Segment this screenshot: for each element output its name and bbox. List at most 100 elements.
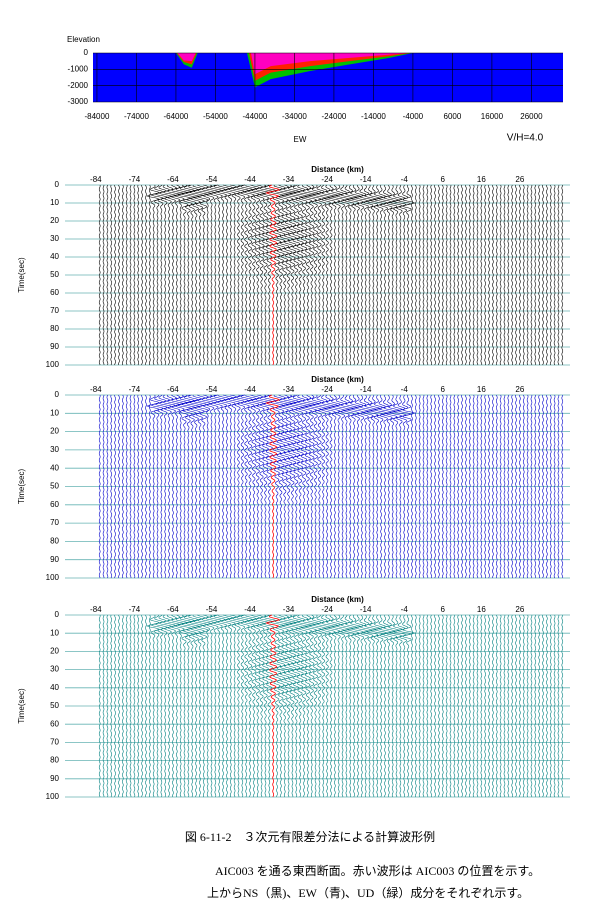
waveform bbox=[262, 184, 277, 366]
waveform bbox=[176, 394, 192, 579]
waveform bbox=[146, 394, 160, 579]
x-tick-label: -34 bbox=[283, 385, 295, 394]
waveform bbox=[316, 184, 331, 366]
layer-area bbox=[176, 53, 411, 81]
waveform bbox=[503, 614, 506, 798]
x-axis-title: EW bbox=[294, 135, 307, 144]
waveform bbox=[542, 184, 544, 366]
waveform bbox=[133, 614, 136, 798]
waveform bbox=[209, 614, 223, 798]
waveform bbox=[335, 614, 350, 798]
x-tick-label: -84 bbox=[90, 605, 102, 614]
waveform bbox=[146, 614, 160, 798]
caption-line: AIC003 を通る東西断面。赤い波形は AIC003 の位置を示す。 bbox=[215, 863, 540, 878]
waveform bbox=[542, 394, 544, 579]
waveform bbox=[102, 394, 105, 579]
waveform bbox=[383, 394, 396, 579]
waveform bbox=[378, 184, 393, 366]
waveform bbox=[484, 184, 486, 366]
x-tick-label: -84 bbox=[90, 175, 102, 184]
waveform bbox=[308, 614, 322, 798]
waveform bbox=[118, 614, 120, 798]
chart-title: Distance (km) bbox=[311, 375, 364, 384]
y-tick-label: 70 bbox=[50, 518, 59, 527]
x-tick-label: 16 bbox=[477, 605, 486, 614]
waveform bbox=[281, 614, 296, 798]
waveform bbox=[141, 394, 143, 579]
waveform bbox=[411, 184, 413, 366]
waveform bbox=[301, 394, 315, 579]
waveform bbox=[530, 184, 533, 366]
waveform bbox=[292, 394, 307, 579]
waveform bbox=[453, 614, 456, 798]
waveform bbox=[209, 394, 223, 579]
waveform bbox=[259, 184, 272, 366]
waveform bbox=[110, 614, 113, 798]
waveform bbox=[246, 184, 261, 366]
y-tick-label: 50 bbox=[50, 270, 59, 279]
waveform bbox=[158, 614, 172, 798]
waveform bbox=[297, 614, 311, 798]
waveform bbox=[530, 394, 533, 579]
x-tick-label: -54 bbox=[206, 175, 218, 184]
waveform bbox=[445, 184, 448, 366]
y-axis-title: Elevation bbox=[67, 35, 100, 44]
y-tick-label: 10 bbox=[50, 198, 59, 207]
x-tick-label: -84000 bbox=[84, 112, 109, 121]
waveform bbox=[519, 184, 521, 366]
waveform bbox=[265, 614, 281, 798]
y-tick-label: 100 bbox=[46, 573, 60, 582]
y-tick-label: 100 bbox=[46, 360, 60, 369]
y-tick-label: 40 bbox=[50, 463, 59, 472]
waveform bbox=[250, 614, 264, 798]
waveform bbox=[325, 184, 338, 366]
waveform bbox=[250, 394, 264, 579]
x-tick-label: -24 bbox=[321, 175, 333, 184]
x-tick-label: -24 bbox=[321, 385, 333, 394]
waveform bbox=[102, 614, 105, 798]
waveform bbox=[389, 184, 403, 366]
waveform bbox=[366, 394, 380, 579]
waveform bbox=[154, 614, 168, 798]
waveform bbox=[209, 184, 222, 366]
waveform bbox=[141, 184, 143, 366]
waveform bbox=[231, 614, 245, 797]
waveform bbox=[196, 184, 211, 366]
waveform bbox=[465, 394, 467, 579]
waveform bbox=[273, 394, 288, 579]
waveform bbox=[281, 394, 296, 579]
waveform bbox=[176, 614, 192, 798]
waveform bbox=[522, 614, 525, 798]
waveform bbox=[188, 394, 203, 579]
waveform bbox=[243, 184, 257, 366]
waveform bbox=[382, 184, 397, 366]
waveform bbox=[534, 394, 537, 579]
y-tick-label: 30 bbox=[50, 445, 59, 454]
waveform bbox=[561, 614, 564, 798]
y-tick-label: 90 bbox=[50, 342, 59, 351]
waveform bbox=[259, 614, 273, 798]
waveform bbox=[106, 184, 109, 366]
waveform bbox=[304, 614, 318, 798]
waveform bbox=[235, 184, 249, 366]
waveform bbox=[223, 614, 238, 798]
waveform bbox=[422, 614, 425, 798]
y-tick-label: 20 bbox=[50, 216, 59, 225]
waveform bbox=[149, 614, 151, 798]
waveform bbox=[122, 184, 124, 366]
y-tick-label: -2000 bbox=[68, 81, 89, 90]
waveform bbox=[180, 614, 196, 798]
y-tick-label: 60 bbox=[50, 719, 59, 728]
waveform bbox=[288, 394, 303, 579]
waveform bbox=[434, 614, 436, 798]
x-tick-label: 26 bbox=[515, 175, 524, 184]
waveform bbox=[538, 614, 540, 798]
x-tick-label: -24000 bbox=[321, 112, 346, 121]
waveform bbox=[546, 184, 548, 366]
waveform bbox=[465, 614, 467, 798]
y-tick-label: 90 bbox=[50, 555, 59, 564]
waveform bbox=[441, 394, 444, 579]
waveform bbox=[154, 394, 168, 579]
waveform bbox=[468, 394, 471, 579]
y-tick-label: 80 bbox=[50, 756, 59, 765]
